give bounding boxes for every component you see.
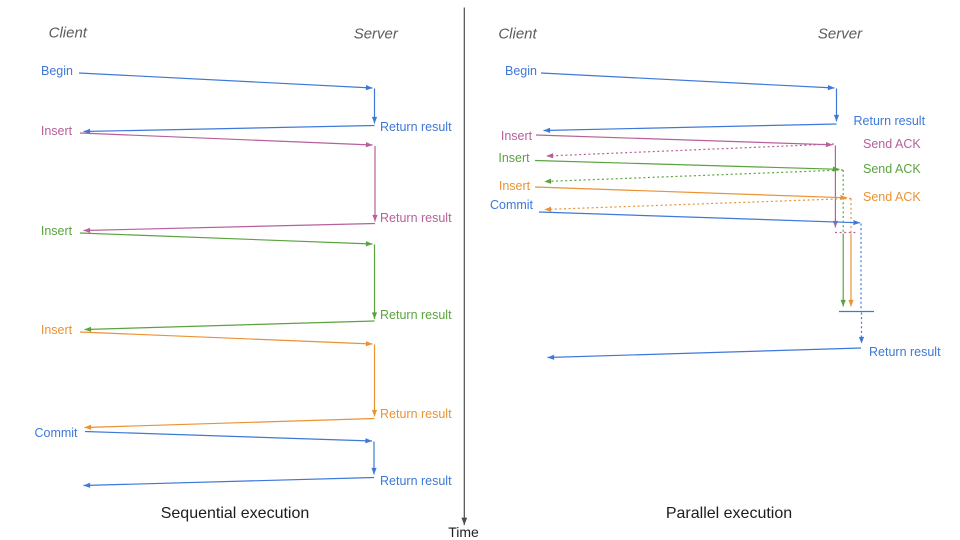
par-insert1-ack-line (546, 143, 835, 159)
seq-insert1-request-line (79, 132, 373, 148)
time-axis-label: Time (448, 524, 479, 540)
seq-commit-result-label: Return result (380, 473, 452, 488)
par-begin-result-label: Return result (853, 113, 926, 128)
sequential-title: Sequential execution (160, 505, 310, 522)
seq-insert2-response-line (84, 320, 375, 332)
seq-insert3-label: Insert (40, 322, 73, 337)
seq-insert2-result-label: Return result (380, 307, 452, 322)
par-insert3-label: Insert (498, 178, 531, 193)
par-insert3-ack-line (544, 197, 852, 212)
seq-client-header: Client (48, 24, 87, 42)
seq-insert3-request-line (79, 331, 373, 347)
seq-begin-response-line (83, 124, 375, 134)
par-insert2-request-line (534, 159, 840, 172)
seq-insert3-result-label: Return result (380, 406, 452, 421)
sequential-diagram-lines (78, 72, 378, 488)
par-commit-response-line (547, 347, 862, 360)
seq-begin-result-label: Return result (380, 119, 452, 134)
par-client-header: Client (498, 25, 537, 43)
par-commit-label: Commit (489, 197, 534, 212)
par-begin-label: Begin (505, 63, 537, 78)
par-commit-result-label: Return result (869, 344, 941, 359)
par-insert3-request-line (534, 186, 848, 201)
par-insert1-label: Insert (500, 128, 533, 143)
seq-commit-response-line (83, 476, 375, 488)
seq-insert3-response-line (84, 417, 375, 430)
par-commit-request-line (538, 211, 861, 226)
parallel-diagram-lines (534, 72, 874, 360)
seq-server-header: Server (353, 25, 398, 42)
seq-insert1-result-label: Return result (380, 210, 452, 225)
seq-insert2-label: Insert (40, 223, 73, 238)
seq-commit-label: Commit (34, 425, 78, 440)
par-insert2-ack-line (544, 169, 844, 184)
par-insert3-ack-label: Send ACK (863, 189, 921, 204)
seq-begin-request-line (78, 72, 373, 91)
seq-insert1-label: Insert (40, 123, 73, 138)
par-begin-response-line (543, 123, 837, 133)
seq-insert2-request-line (79, 232, 373, 247)
par-insert2-ack-label: Send ACK (863, 161, 921, 176)
parallel-title: Parallel execution (665, 505, 793, 522)
par-server-header: Server (817, 25, 863, 43)
seq-insert1-response-line (83, 222, 376, 233)
seq-begin-label: Begin (41, 63, 73, 78)
par-insert2-label: Insert (498, 150, 530, 165)
seq-commit-request-line (84, 430, 373, 444)
par-insert1-ack-label: Send ACK (863, 136, 921, 151)
par-insert1-request-line (535, 134, 833, 148)
par-begin-request-line (540, 72, 835, 91)
